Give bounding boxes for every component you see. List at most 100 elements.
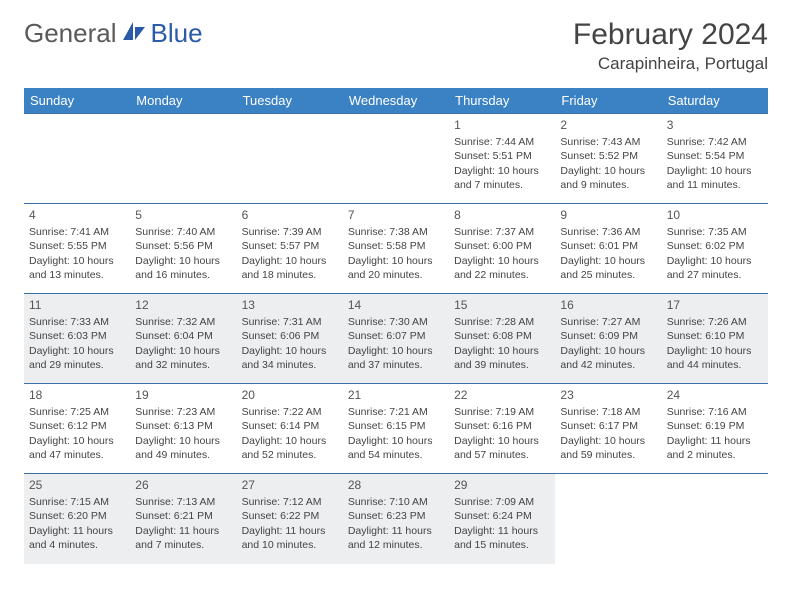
calendar-day-cell: 15Sunrise: 7:28 AMSunset: 6:08 PMDayligh… (449, 294, 555, 384)
sunrise-text: Sunrise: 7:43 AM (560, 135, 656, 149)
sunrise-text: Sunrise: 7:10 AM (348, 495, 444, 509)
daylight-text: Daylight: 10 hours and 16 minutes. (135, 254, 231, 282)
day-number: 10 (667, 207, 763, 223)
sunrise-text: Sunrise: 7:44 AM (454, 135, 550, 149)
header: General Blue February 2024 Carapinheira,… (24, 18, 768, 74)
weekday-header: Tuesday (237, 88, 343, 114)
sunrise-text: Sunrise: 7:31 AM (242, 315, 338, 329)
daylight-text: Daylight: 10 hours and 29 minutes. (29, 344, 125, 372)
sunset-text: Sunset: 5:51 PM (454, 149, 550, 163)
day-number: 25 (29, 477, 125, 493)
location-label: Carapinheira, Portugal (573, 54, 768, 74)
sunrise-text: Sunrise: 7:36 AM (560, 225, 656, 239)
day-number: 18 (29, 387, 125, 403)
day-number: 6 (242, 207, 338, 223)
calendar-week-row: 18 Sunrise: 7:25 AMSunset: 6:12 PM Dayligh… (24, 384, 768, 474)
daylight-text: Daylight: 10 hours and 44 minutes. (667, 344, 763, 372)
sunrise-text: Sunrise: 7:32 AM (135, 315, 231, 329)
day-number: 13 (242, 297, 338, 313)
sunset-text: Sunset: 6:04 PM (135, 329, 231, 343)
sunset-text: Sunset: 5:55 PM (29, 239, 125, 253)
day-number: 3 (667, 117, 763, 133)
calendar-day-cell: 4Sunrise: 7:41 AMSunset: 5:55 PMDaylight… (24, 204, 130, 294)
daylight-text: Daylight: 11 hours and 7 minutes. (135, 524, 231, 552)
calendar-week-row: 25Sunrise: 7:15 AMSunset: 6:20 PMDayligh… (24, 474, 768, 564)
calendar-week-row: 1Sunrise: 7:44 AMSunset: 5:51 PMDaylight… (24, 114, 768, 204)
sunrise-text: Sunrise: 7:25 AM (29, 405, 125, 419)
calendar-day-cell: 1Sunrise: 7:44 AMSunset: 5:51 PMDaylight… (449, 114, 555, 204)
daylight-text: Daylight: 10 hours and 11 minutes. (667, 164, 763, 192)
daylight-text: Daylight: 11 hours and 12 minutes. (348, 524, 444, 552)
day-number: 4 (29, 207, 125, 223)
calendar-day-cell: 12Sunrise: 7:32 AMSunset: 6:04 PMDayligh… (130, 294, 236, 384)
sail-icon (121, 18, 147, 49)
sunrise-text: Sunrise: 7:35 AM (667, 225, 763, 239)
sunset-text: Sunset: 6:12 PM (29, 419, 125, 433)
day-number: 28 (348, 477, 444, 493)
sunset-text: Sunset: 6:17 PM (560, 419, 656, 433)
sunrise-text: Sunrise: 7:16 AM (667, 405, 763, 419)
weekday-header: Monday (130, 88, 236, 114)
day-number: 9 (560, 207, 656, 223)
sunset-text: Sunset: 6:07 PM (348, 329, 444, 343)
calendar-day-cell: 19Sunrise: 7:23 AMSunset: 6:13 PMDayligh… (130, 384, 236, 474)
calendar-day-cell: 8Sunrise: 7:37 AMSunset: 6:00 PMDaylight… (449, 204, 555, 294)
daylight-text: Daylight: 10 hours and 27 minutes. (667, 254, 763, 282)
sunrise-text: Sunrise: 7:41 AM (29, 225, 125, 239)
day-number: 22 (454, 387, 550, 403)
day-number: 23 (560, 387, 656, 403)
calendar-day-cell: 10 Sunrise: 7:35 AMSunset: 6:02 PMDayligh… (662, 204, 768, 294)
day-number: 24 (667, 387, 763, 403)
sunrise-text: Sunrise: 7:13 AM (135, 495, 231, 509)
calendar-empty-cell (237, 114, 343, 204)
sunrise-text: Sunrise: 7:33 AM (29, 315, 125, 329)
brand-part2: Blue (151, 18, 203, 49)
sunrise-text: Sunrise: 7:09 AM (454, 495, 550, 509)
sunset-text: Sunset: 6:00 PM (454, 239, 550, 253)
calendar-day-cell: 24Sunrise: 7:16 AMSunset: 6:19 PMDayligh… (662, 384, 768, 474)
sunrise-text: Sunrise: 7:42 AM (667, 135, 763, 149)
sunset-text: Sunset: 6:13 PM (135, 419, 231, 433)
calendar-week-row: 4 Sunrise: 7:41 AMSunset: 5:55 PM Daylight… (24, 204, 768, 294)
day-number: 14 (348, 297, 444, 313)
calendar-day-cell: 28Sunrise: 7:10 AMSunset: 6:23 PMDayligh… (343, 474, 449, 564)
daylight-text: Daylight: 10 hours and 54 minutes. (348, 434, 444, 462)
sunrise-text: Sunrise: 7:38 AM (348, 225, 444, 239)
daylight-text: Daylight: 10 hours and 57 minutes. (454, 434, 550, 462)
sunset-text: Sunset: 6:03 PM (29, 329, 125, 343)
daylight-text: Daylight: 10 hours and 20 minutes. (348, 254, 444, 282)
calendar-day-cell: 23Sunrise: 7:18 AMSunset: 6:17 PMDayligh… (555, 384, 661, 474)
sunset-text: Sunset: 6:02 PM (667, 239, 763, 253)
brand-part1: General (24, 18, 117, 49)
sunrise-text: Sunrise: 7:26 AM (667, 315, 763, 329)
calendar-body: 1Sunrise: 7:44 AMSunset: 5:51 PMDaylight… (24, 114, 768, 564)
daylight-text: Daylight: 10 hours and 37 minutes. (348, 344, 444, 372)
sunrise-text: Sunrise: 7:15 AM (29, 495, 125, 509)
sunset-text: Sunset: 5:54 PM (667, 149, 763, 163)
calendar-day-cell: 16Sunrise: 7:27 AMSunset: 6:09 PMDayligh… (555, 294, 661, 384)
calendar-day-cell: 26Sunrise: 7:13 AMSunset: 6:21 PMDayligh… (130, 474, 236, 564)
sunset-text: Sunset: 6:22 PM (242, 509, 338, 523)
calendar-empty-cell (662, 474, 768, 564)
calendar-day-cell: 7Sunrise: 7:38 AMSunset: 5:58 PMDaylight… (343, 204, 449, 294)
sunset-text: Sunset: 6:14 PM (242, 419, 338, 433)
day-number: 8 (454, 207, 550, 223)
sunset-text: Sunset: 6:06 PM (242, 329, 338, 343)
sunrise-text: Sunrise: 7:28 AM (454, 315, 550, 329)
calendar-empty-cell (343, 114, 449, 204)
sunset-text: Sunset: 6:09 PM (560, 329, 656, 343)
daylight-text: Daylight: 10 hours and 49 minutes. (135, 434, 231, 462)
calendar-day-cell: 27Sunrise: 7:12 AMSunset: 6:22 PMDayligh… (237, 474, 343, 564)
calendar-day-cell: 2Sunrise: 7:43 AMSunset: 5:52 PMDaylight… (555, 114, 661, 204)
daylight-text: Daylight: 10 hours and 9 minutes. (560, 164, 656, 192)
daylight-text: Daylight: 11 hours and 4 minutes. (29, 524, 125, 552)
sunrise-text: Sunrise: 7:39 AM (242, 225, 338, 239)
daylight-text: Daylight: 10 hours and 42 minutes. (560, 344, 656, 372)
calendar-header-row: SundayMondayTuesdayWednesdayThursdayFrid… (24, 88, 768, 114)
day-number: 5 (135, 207, 231, 223)
daylight-text: Daylight: 10 hours and 32 minutes. (135, 344, 231, 372)
weekday-header: Saturday (662, 88, 768, 114)
day-number: 27 (242, 477, 338, 493)
sunrise-text: Sunrise: 7:40 AM (135, 225, 231, 239)
sunset-text: Sunset: 6:24 PM (454, 509, 550, 523)
